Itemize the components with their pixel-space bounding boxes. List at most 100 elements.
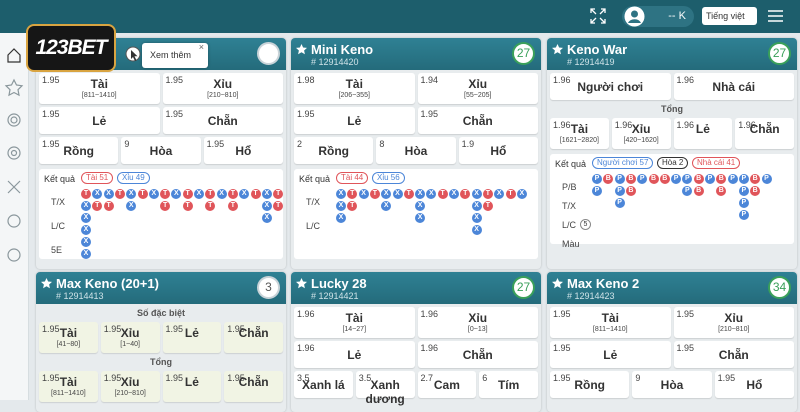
result-bead: X — [261, 213, 272, 223]
bet-option[interactable]: 1.95 Lẻ — [39, 107, 160, 134]
bet-option[interactable]: 9 Hòa — [121, 137, 201, 164]
odds: 1.95 — [42, 109, 60, 119]
bet-option[interactable]: 1.96 Lẻ — [673, 118, 733, 149]
bet-option[interactable]: 1.95 Lẻ — [162, 371, 222, 402]
bet-label: Hổ — [746, 378, 763, 392]
result-bead: T — [505, 189, 516, 199]
bet-option[interactable]: 2 Rồng — [294, 137, 374, 164]
result-bead: T — [273, 201, 284, 211]
odds: 3.5 — [358, 373, 372, 383]
fullscreen-icon[interactable] — [590, 8, 606, 24]
bet-option[interactable]: 1.95 Xỉu [210~810] — [100, 371, 160, 402]
round-id: # 12914421 — [311, 291, 359, 301]
result-bead: B — [625, 186, 636, 196]
odds: 9 — [124, 139, 130, 149]
favorite-star[interactable] — [552, 278, 563, 289]
result-bead: X — [261, 201, 272, 211]
bet-label: Tài — [59, 375, 78, 389]
bet-option[interactable]: 1.95 Tài [811~1410] — [39, 73, 160, 104]
card-body: 1.96 Người chơi 1.96 Nhà cái Tổng 1.96 Tài [162… — [547, 70, 797, 249]
bet-option[interactable]: 1.96 Người chơi — [550, 73, 671, 100]
favorite-star[interactable] — [552, 44, 563, 55]
bet-label: Rồng — [318, 144, 349, 158]
bet-range: [55~205] — [464, 92, 492, 99]
bet-option[interactable]: 6 Tím — [479, 371, 538, 398]
bet-label: Nhà cái — [712, 80, 756, 94]
countdown: 3 — [257, 276, 280, 299]
bet-option[interactable]: 1.95 Chẵn — [162, 107, 283, 134]
bet-option[interactable]: 1.9 Hổ — [458, 137, 538, 164]
bet-option[interactable]: 3.5 Xanh lá — [294, 371, 353, 398]
bet-option[interactable]: 1.96 Chẵn — [735, 118, 794, 149]
bet-label: Xanh lá — [302, 378, 345, 392]
result-bead: P — [738, 186, 749, 196]
bet-option[interactable]: 1.95 Xỉu [210~810] — [673, 307, 794, 338]
bet-row: 1.98 Tài [206~355] 1.94 Xỉu [55~205] — [294, 73, 538, 104]
tooltip-close[interactable]: × — [198, 42, 204, 52]
language-select[interactable]: Tiếng việt — [702, 7, 757, 25]
result-bead: B — [603, 174, 614, 184]
result-bead: P — [705, 174, 715, 184]
road-label: L/C — [51, 221, 66, 231]
bet-option[interactable]: 2.7 Cam — [417, 371, 477, 398]
bet-option[interactable]: 1.95 Tài [811~1410] — [39, 371, 98, 402]
bet-option[interactable]: 1.95 Lẻ — [550, 341, 671, 368]
bet-option[interactable]: 1.95 Tài [41~80] — [39, 322, 98, 353]
bet-option[interactable]: 1.95 Lẻ — [294, 107, 415, 134]
result-bead: T — [81, 189, 91, 199]
bet-label: Xỉu — [631, 122, 651, 136]
road-label: T/X — [51, 197, 66, 207]
bet-option[interactable]: 1.95 Chẵn — [224, 322, 283, 353]
bet-option[interactable]: 1.95 Hổ — [203, 137, 283, 164]
favorite-star[interactable] — [296, 278, 307, 289]
odds: 1.96 — [420, 309, 439, 319]
bet-row: 1.95 Tài [811~1410] 1.95 Xỉu [210~810] 1.95 Lẻ 1… — [39, 371, 283, 402]
bet-option[interactable]: 1.96 Xỉu [0~13] — [417, 307, 538, 338]
result-bead: X — [103, 189, 114, 199]
favorite-star[interactable] — [296, 44, 307, 55]
bet-option[interactable]: 1.98 Tài [206~355] — [294, 73, 415, 104]
bet-option[interactable]: 1.96 Tài [14~27] — [294, 307, 415, 338]
bet-option[interactable]: 1.94 Xỉu [55~205] — [417, 73, 538, 104]
odds: 1.96 — [297, 343, 315, 353]
result-bead: P — [614, 198, 625, 208]
bet-option[interactable]: 1.96 Chẵn — [417, 341, 538, 368]
result-bead: P — [671, 174, 682, 184]
bet-option[interactable]: 1.95 Rồng — [550, 371, 630, 398]
bet-option[interactable]: 1.96 Nhà cái — [673, 73, 794, 100]
logo[interactable]: 123BET — [26, 24, 116, 72]
favorite-star[interactable] — [41, 278, 52, 289]
bet-option[interactable]: 8 Hòa — [376, 137, 456, 164]
bet-label: Chẵn — [718, 348, 749, 362]
bet-label: Xỉu — [468, 77, 488, 91]
road-badge: 5 — [580, 219, 591, 230]
bet-option[interactable]: 1.95 Xỉu [1~40] — [100, 322, 160, 353]
bet-option[interactable]: 3.5 Xanh dương — [355, 371, 415, 406]
result-bead: P — [682, 186, 693, 196]
bet-option[interactable]: 1.95 Chẵn — [417, 107, 538, 134]
results-label: Kết quả — [555, 159, 587, 169]
bet-option[interactable]: 9 Hòa — [632, 371, 712, 398]
odds: 1.95 — [42, 324, 60, 334]
odds: 1.96 — [553, 75, 571, 85]
bet-label: Tài — [345, 311, 363, 325]
odds: 1.98 — [297, 75, 315, 85]
bet-option[interactable]: 1.95 Xỉu [210~810] — [162, 73, 283, 104]
bet-option[interactable]: 1.95 Tài [811~1410] — [550, 307, 671, 338]
bet-option[interactable]: 1.95 Chẵn — [673, 341, 794, 368]
bet-option[interactable]: 1.95 Hổ — [714, 371, 794, 398]
menu-icon[interactable] — [768, 9, 783, 23]
bet-option[interactable]: 1.96 Lẻ — [294, 341, 415, 368]
result-bead: P — [614, 174, 625, 184]
bet-option[interactable]: 1.96 Tài [1621~2820] — [550, 118, 609, 149]
bet-option[interactable]: 1.95 Lẻ — [162, 322, 222, 353]
odds: 1.95 — [297, 109, 315, 119]
result-bead: T — [114, 189, 125, 199]
result-bead: X — [336, 201, 346, 211]
bet-option[interactable]: 1.95 Rồng — [39, 137, 119, 164]
card-header: Lucky 28 # 12914421 27 — [291, 272, 541, 304]
result-bead: X — [392, 189, 403, 199]
bet-option[interactable]: 1.95 Chẵn — [224, 371, 283, 402]
result-bead: B — [750, 186, 761, 196]
bet-option[interactable]: 1.96 Xỉu [420~1620] — [611, 118, 671, 149]
